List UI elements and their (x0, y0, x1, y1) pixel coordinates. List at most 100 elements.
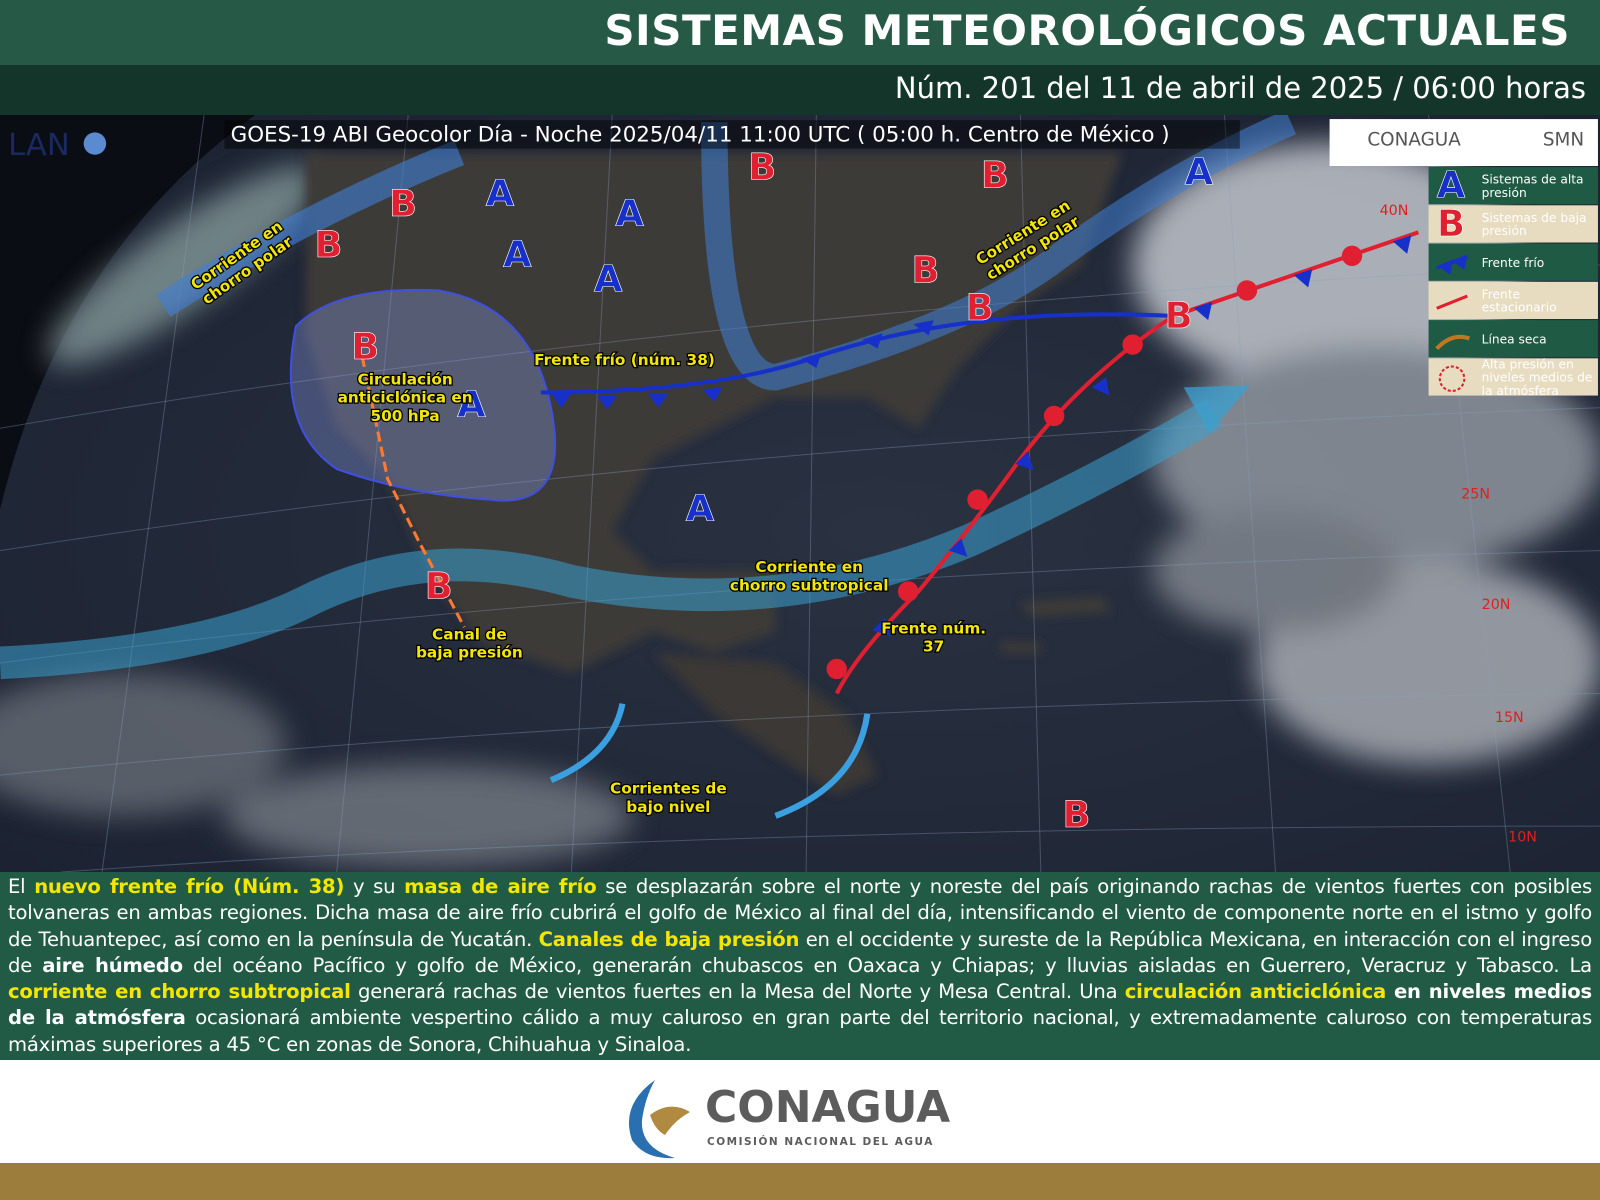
jet-arrow (1183, 385, 1250, 434)
legend-label: Sistemas de baja presión (1482, 211, 1587, 238)
map-shape (862, 333, 883, 349)
map-shape (913, 320, 934, 336)
map-label: Frente núm. 37 (881, 619, 986, 655)
high-pressure: A (1185, 150, 1214, 193)
map-label: Canal de baja presión (416, 625, 523, 661)
low-level-current (549, 703, 871, 819)
latitude-label: 25N (1461, 487, 1490, 503)
legend-label-line: Alta presión en (1482, 357, 1574, 371)
map-label-line: Canal de (432, 625, 507, 643)
low-pressure: B (966, 286, 994, 329)
low-pressure: B (912, 248, 940, 291)
high-pressure: A (594, 258, 623, 301)
high-pressure: A (503, 233, 532, 276)
description-segment: aire húmedo (42, 953, 183, 977)
legend-icon-high: A (1437, 164, 1466, 207)
map-shape (570, 115, 613, 872)
low-pressure: B (748, 145, 776, 188)
map-element (1236, 280, 1258, 301)
low-pressure: B (315, 223, 343, 266)
map-element (897, 581, 919, 602)
map-element (1341, 245, 1363, 266)
map-label-line: 37 (923, 638, 944, 656)
trough (360, 356, 466, 628)
map-label-line: anticiclónica en (338, 389, 473, 407)
legend-label: Sistemas de alta presión (1482, 173, 1584, 200)
front-symbols (826, 235, 1412, 680)
map-label-line: chorro subtropical (730, 576, 889, 594)
description-segment: del océano Pacífico y golfo de México, g… (182, 953, 1592, 977)
legend-label: Alta presión en niveles medios de la atmós… (1482, 357, 1593, 398)
map-element (1043, 405, 1065, 427)
legend-label-line: presión (1482, 224, 1527, 238)
map-shape (306, 152, 1123, 674)
description-segment: corriente en chorro subtropical (8, 980, 351, 1004)
map-shape (0, 264, 1600, 429)
map-shape (702, 387, 723, 402)
map-shape (596, 395, 618, 410)
logo-conagua: CONAGUA (1367, 130, 1461, 151)
map-label-line: 500 hPa (370, 407, 439, 425)
map-shape (0, 692, 1600, 776)
map-shape (101, 115, 205, 872)
bottom-bar (0, 1163, 1600, 1200)
map-label: Frente frío (núm. 38) (534, 351, 715, 369)
legend-icon (1438, 365, 1466, 392)
legend-label-line: Línea seca (1482, 332, 1547, 346)
land (306, 152, 1123, 796)
description-segment: Canales de baja presión (538, 927, 800, 951)
map-label-line: Circulación (357, 370, 452, 388)
legend-label-line: Frente frío (1482, 256, 1545, 270)
cold-front (540, 312, 1174, 395)
map-shape (0, 407, 1600, 552)
description-segment: nuevo frente frío (Núm. 38) (34, 875, 345, 898)
legend-label-line: la atmósfera (1482, 384, 1559, 398)
front-teeth (551, 320, 934, 410)
title: SISTEMAS METEOROLÓGICOS ACTUALES (604, 6, 1570, 55)
low-pressure: B (351, 325, 379, 368)
latitude-label: 15N (1495, 710, 1524, 726)
map-label: Circulación anticiclónica en 500 hPa (338, 370, 473, 425)
polar-jet (156, 140, 465, 317)
subtitle-bar: Núm. 201 del 11 de abril de 2025 / 06:00… (0, 65, 1600, 115)
map-shape (653, 652, 878, 796)
map-label-line: Frente núm. (881, 619, 986, 637)
high-pressure: A (686, 487, 715, 530)
footer-tagline: COMISIÓN NACIONAL DEL AGUA (707, 1135, 934, 1148)
legend-label: Frente estacionario (1482, 287, 1557, 314)
description-segment: y su (344, 875, 405, 898)
latitude-label: 40N (1380, 203, 1409, 219)
description: El nuevo frente frío (Núm. 38) y su masa… (0, 872, 1600, 1060)
logo-emblem (628, 1080, 675, 1159)
description-segment: se desplazarán sobre el norte y noreste … (8, 875, 1592, 951)
map-element (1153, 509, 1398, 633)
source-logo: LAN (8, 128, 70, 163)
legend-label-line: Sistemas de alta (1482, 173, 1584, 187)
map-element (0, 673, 286, 816)
legend-row (1428, 205, 1598, 243)
title-bar: SISTEMAS METEOROLÓGICOS ACTUALES (0, 0, 1600, 65)
map-shape (1000, 596, 1113, 653)
high-pressure: A (615, 192, 644, 235)
legend-label-line: presión (1482, 186, 1527, 200)
map-element (47, 165, 320, 365)
high-pressure: A (486, 172, 515, 215)
low-pressure: B (389, 182, 417, 225)
stationary-front (834, 230, 1420, 695)
legend-label-line: Frente (1482, 287, 1521, 301)
map-element (224, 764, 633, 867)
legend-icon-dry-line (1435, 334, 1471, 351)
map-label-line: bajo nivel (626, 798, 710, 816)
logo-eagle (650, 1106, 690, 1135)
clouds (0, 142, 1600, 867)
legend-icon-mid-high (1438, 365, 1466, 392)
map-shape (801, 352, 822, 369)
legend-icon (1436, 294, 1468, 310)
map-label: Corriente en chorro subtropical (730, 558, 889, 594)
globe-icon (83, 132, 107, 155)
map-shape (647, 393, 669, 408)
map-element (967, 489, 988, 510)
